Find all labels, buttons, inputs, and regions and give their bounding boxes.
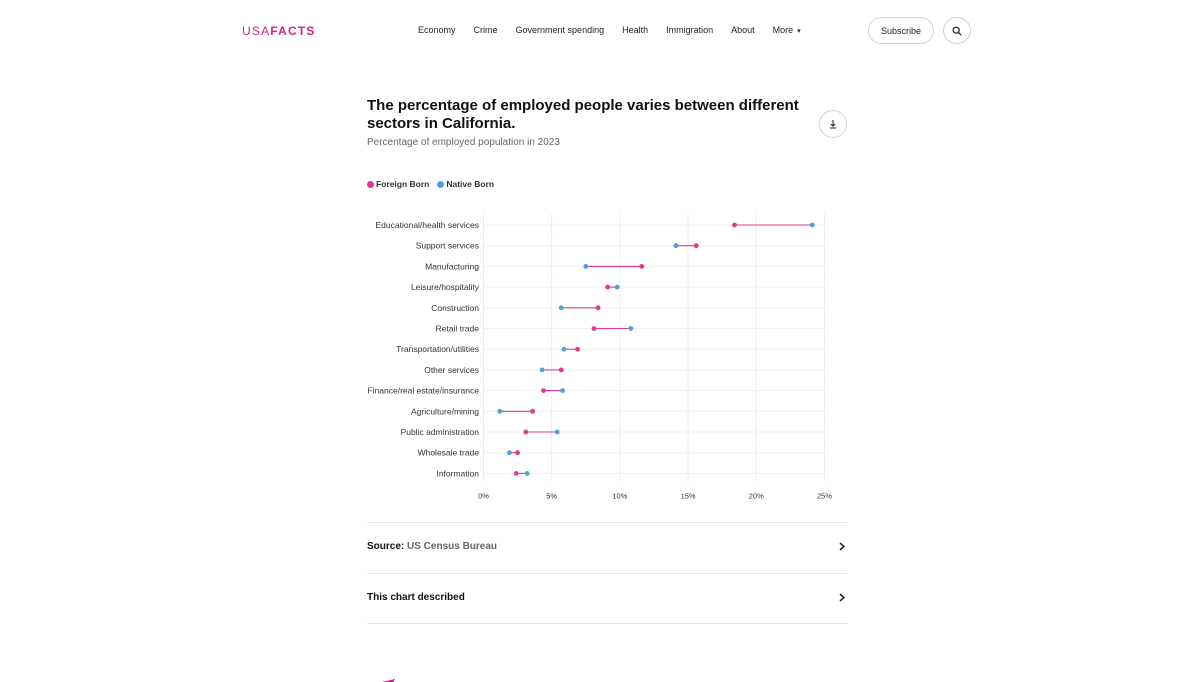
native-born-point	[560, 388, 566, 393]
legend-label-foreign: Foreign Born	[376, 179, 430, 189]
chevron-right-icon	[837, 593, 847, 603]
foreign-born-point	[513, 471, 519, 476]
chart-legend: Foreign Born Native Born	[367, 179, 502, 189]
foreign-born-point	[541, 388, 546, 393]
source-label: Source:	[367, 541, 405, 552]
x-tick-label: 25%	[817, 491, 832, 500]
search-icon	[952, 26, 962, 36]
native-born-point	[673, 243, 679, 249]
native-born-point	[507, 450, 512, 456]
foreign-born-point	[523, 429, 529, 435]
legend-dot-native	[437, 180, 445, 188]
category-label: Agriculture/mining	[411, 406, 479, 416]
category-label: Leisure/hospitality	[411, 282, 480, 292]
category-label: Educational/health services	[376, 220, 479, 230]
nav-health[interactable]: Health	[622, 25, 649, 35]
chevron-down-icon: ▾	[797, 28, 801, 35]
foreign-born-point	[558, 367, 564, 373]
native-born-point	[614, 284, 620, 290]
nav-more-label: More	[772, 25, 794, 35]
x-tick-label: 10%	[612, 491, 627, 500]
chevron-right-icon	[837, 542, 847, 552]
x-tick-label: 0%	[478, 491, 489, 500]
foreign-born-point	[605, 284, 611, 290]
foreign-born-point	[732, 222, 737, 228]
x-tick-label: 20%	[749, 491, 764, 500]
nav-more[interactable]: More ▾	[773, 25, 801, 35]
subscribe-button[interactable]: Subscribe	[868, 17, 934, 44]
foreign-born-point	[595, 305, 601, 311]
category-label: Retail trade	[436, 324, 480, 334]
foreign-born-point	[591, 326, 597, 331]
nav-about[interactable]: About	[731, 25, 755, 35]
dumbbell-chart: 0% 5% 10% 15% 20% 25% Educational/health servi…	[367, 214, 832, 500]
chart-subtitle: Percentage of employed population in 202…	[367, 137, 560, 148]
native-born-point	[583, 264, 589, 269]
download-icon	[830, 120, 836, 129]
nav-immigration[interactable]: Immigration	[666, 25, 714, 35]
native-born-point	[561, 346, 567, 352]
usafacts-logo[interactable]: USAFACTS	[242, 24, 316, 38]
category-label: Support services	[416, 241, 479, 251]
divider	[367, 623, 847, 624]
category-label: Wholesale trade	[418, 448, 480, 458]
legend-dot-foreign	[367, 180, 374, 188]
source-value: US Census Bureau	[407, 541, 498, 552]
native-born-point	[558, 305, 564, 311]
footer-logo-mark	[367, 672, 397, 682]
divider	[367, 522, 847, 523]
native-born-point	[809, 222, 815, 228]
nav-government-spending[interactable]: Government spending	[515, 25, 605, 35]
category-label: Transportation/utilities	[396, 344, 479, 354]
category-label: Public administration	[401, 427, 480, 437]
legend-item-native-born[interactable]: Native Born	[437, 179, 494, 189]
chart-described-label: This chart described	[367, 592, 465, 603]
foreign-born-point	[693, 243, 699, 249]
foreign-born-point	[530, 408, 536, 414]
divider	[367, 573, 847, 574]
logo-facts: FACTS	[270, 24, 316, 38]
foreign-born-point	[575, 346, 581, 352]
nav-crime[interactable]: Crime	[473, 25, 498, 35]
native-born-point	[554, 429, 560, 435]
main-nav: Economy Crime Government spending Health…	[418, 25, 819, 35]
legend-item-foreign-born[interactable]: Foreign Born	[367, 179, 429, 189]
foreign-born-point	[515, 450, 520, 456]
x-tick-label: 5%	[546, 491, 557, 500]
download-button[interactable]	[819, 110, 847, 138]
native-born-point	[524, 471, 530, 476]
category-label: Construction	[431, 303, 479, 313]
logo-usa: USA	[242, 24, 271, 38]
nav-economy[interactable]: Economy	[418, 25, 456, 35]
source-row[interactable]: Source: US Census Bureau	[367, 541, 847, 552]
search-button[interactable]	[943, 17, 971, 44]
chart-title: The percentage of employed people varies…	[367, 97, 799, 132]
site-header: USAFACTS Economy Crime Government spendi…	[0, 0, 1200, 62]
category-label: Information	[436, 468, 479, 478]
foreign-born-point	[639, 264, 645, 269]
native-born-point	[497, 408, 503, 414]
native-born-point	[628, 326, 634, 331]
category-label: Other services	[424, 365, 479, 375]
chart-described-row[interactable]: This chart described	[367, 592, 847, 603]
x-tick-label: 15%	[681, 491, 696, 500]
category-label: Manufacturing	[425, 261, 479, 271]
native-born-point	[539, 367, 545, 373]
category-label: Finance/real estate/insurance	[367, 386, 479, 396]
legend-label-native: Native Born	[446, 179, 495, 189]
